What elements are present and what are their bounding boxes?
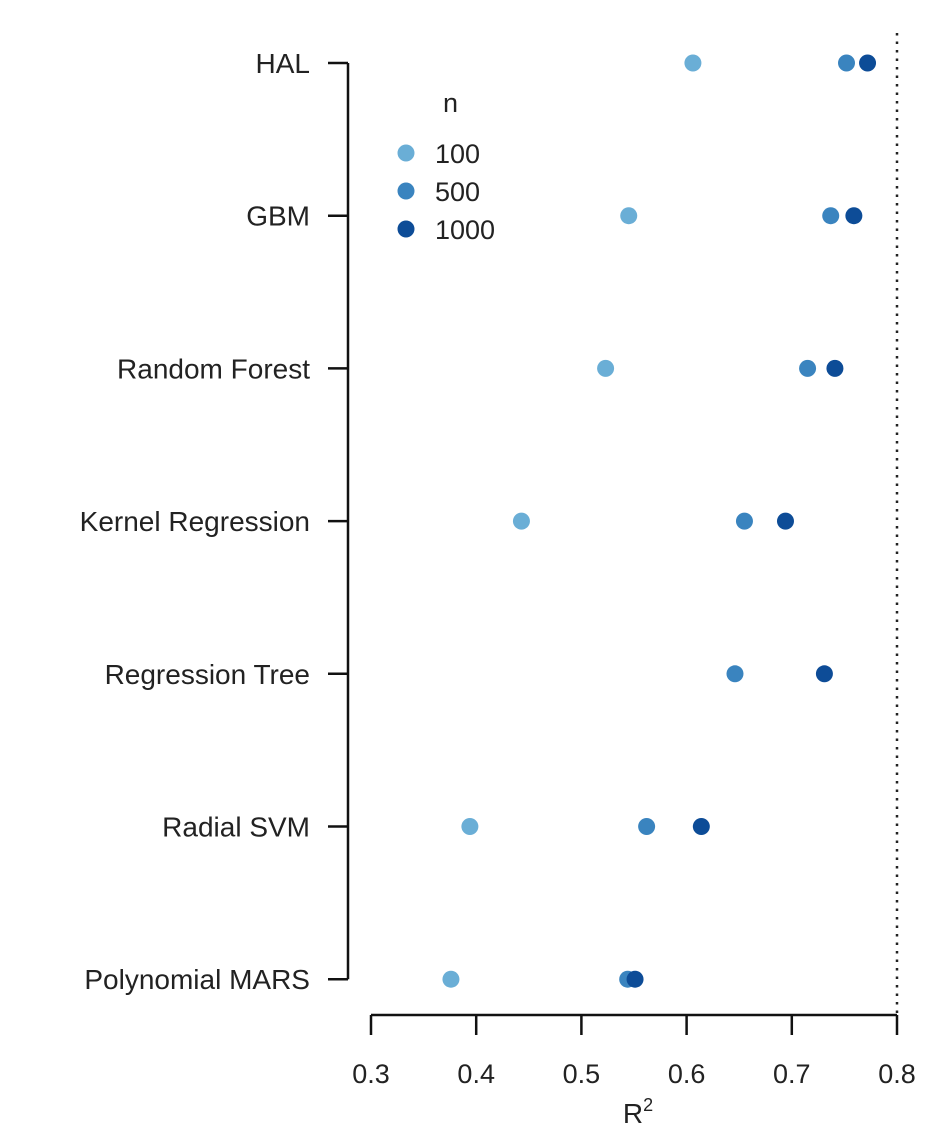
legend-marker — [397, 220, 415, 238]
legend-label: 100 — [435, 139, 480, 169]
y-tick-label: GBM — [246, 201, 310, 232]
legend-label: 500 — [435, 177, 480, 207]
point-n100 — [442, 970, 460, 988]
y-tick-label: Radial SVM — [162, 812, 310, 843]
point-n500 — [822, 207, 840, 225]
point-n500 — [735, 512, 753, 530]
legend-marker — [397, 144, 415, 162]
y-tick-label: HAL — [256, 48, 310, 79]
y-axis: HAL GBM Random Forest Kernel Regression Regr… — [80, 48, 350, 995]
x-tick-label: 0.4 — [457, 1059, 495, 1089]
legend-label: 1000 — [435, 215, 495, 245]
y-tick-label: Polynomial MARS — [84, 964, 310, 995]
point-n500 — [799, 359, 817, 377]
legend-title: n — [443, 88, 458, 118]
x-axis: 0.3 0.4 0.5 0.6 0.7 0.8 — [352, 1013, 916, 1089]
x-axis-title: R2 — [623, 1095, 653, 1129]
point-n1000 — [845, 207, 863, 225]
point-n500 — [838, 54, 856, 72]
x-tick-label: 0.8 — [878, 1059, 916, 1089]
point-n1000 — [815, 665, 833, 683]
x-tick-label: 0.5 — [563, 1059, 601, 1089]
point-n1000 — [776, 512, 794, 530]
point-n1000 — [826, 359, 844, 377]
x-tick-label: 0.3 — [352, 1059, 390, 1089]
point-n100 — [461, 818, 479, 835]
point-n1000 — [692, 818, 710, 835]
legend-marker — [397, 182, 415, 200]
point-n1000 — [859, 54, 877, 72]
point-n100 — [620, 207, 638, 225]
point-n500 — [638, 818, 656, 835]
point-n100 — [684, 54, 702, 72]
data-points — [442, 54, 877, 988]
y-tick-label: Kernel Regression — [80, 506, 310, 537]
x-axis-title-main: R — [623, 1098, 643, 1129]
y-tick-label: Regression Tree — [105, 659, 310, 690]
point-n100 — [512, 512, 530, 530]
point-n100 — [597, 359, 615, 377]
y-tick-label: Random Forest — [117, 353, 310, 384]
x-tick-label: 0.6 — [668, 1059, 706, 1089]
point-n1000 — [626, 970, 644, 988]
x-axis-title-superscript: 2 — [643, 1095, 653, 1115]
x-tick-label: 0.7 — [773, 1059, 811, 1089]
point-n500 — [726, 665, 744, 683]
legend: n 100 500 1000 — [397, 88, 495, 245]
